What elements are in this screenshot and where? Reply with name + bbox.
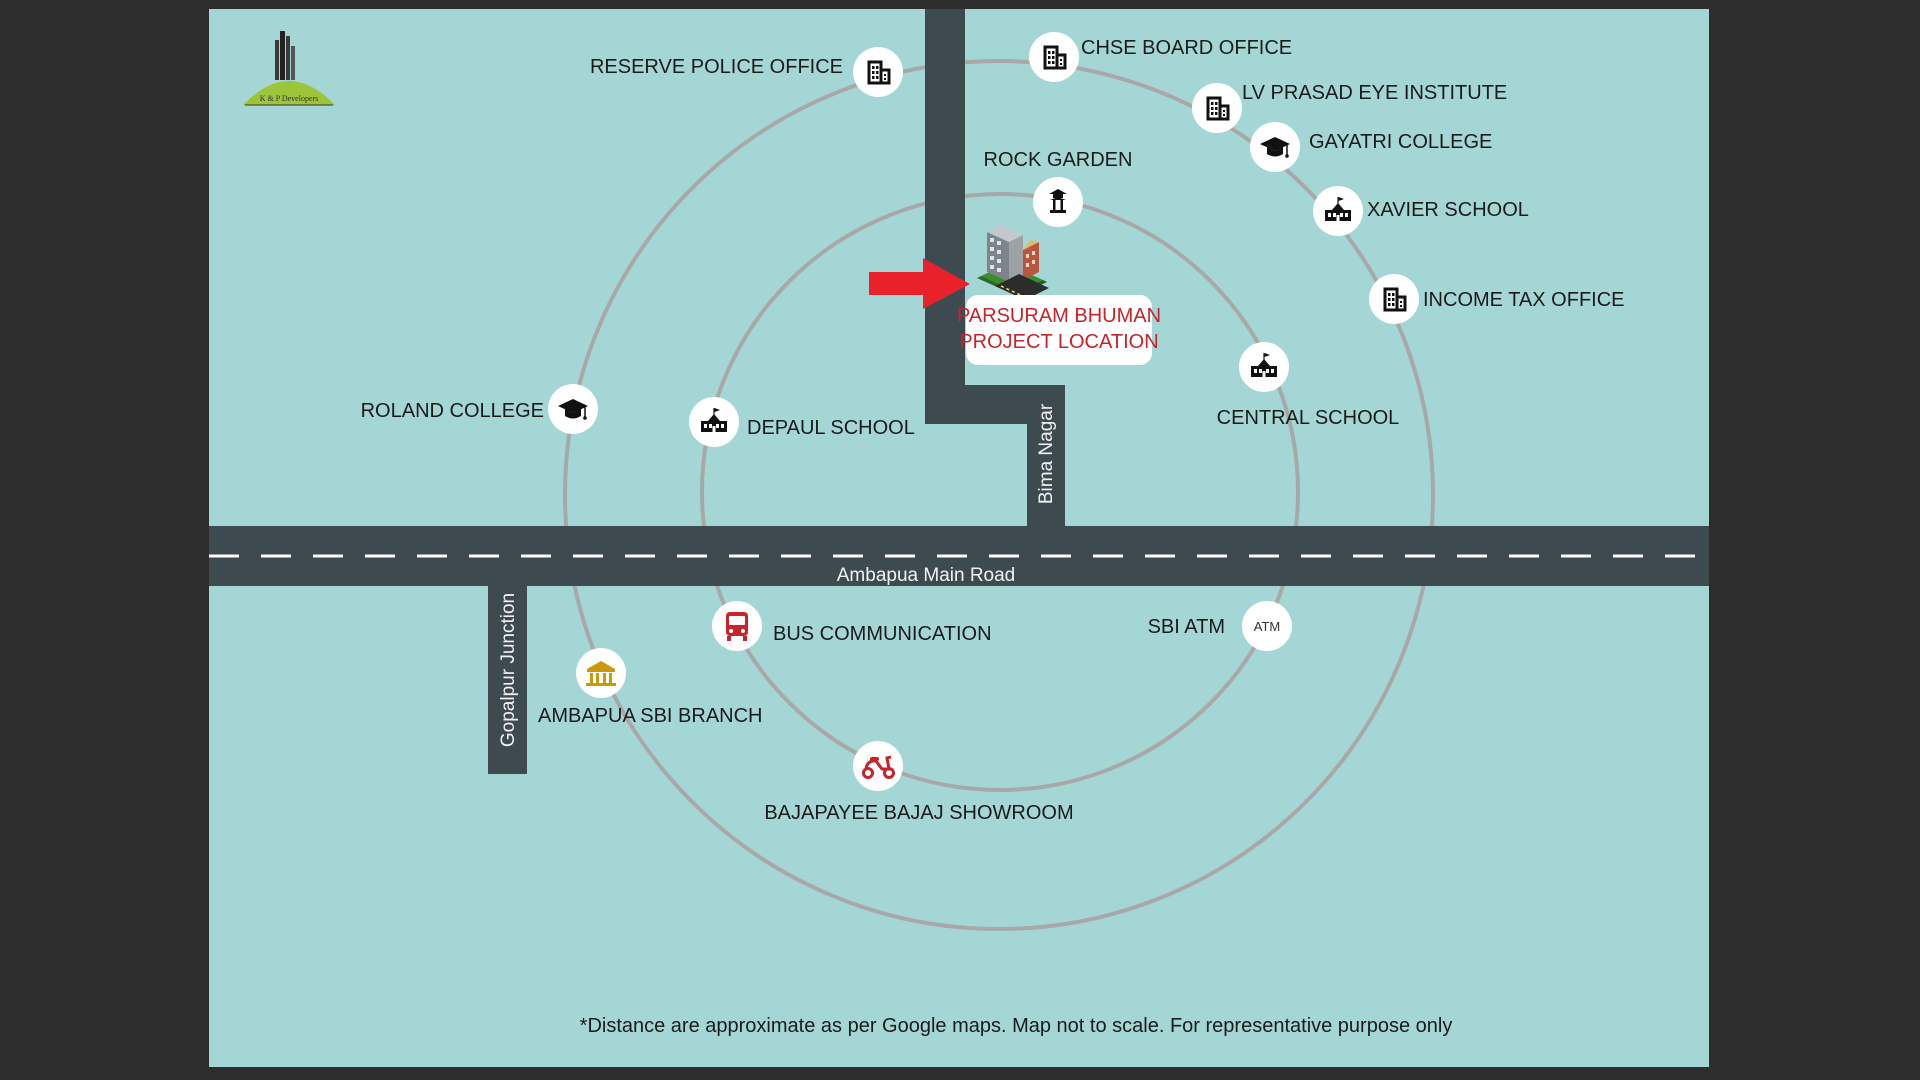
- landmark-label: DEPAUL SCHOOL: [747, 417, 915, 439]
- map-canvas: Ambapua Main Road Bima Nagar Gopalpur Ju…: [209, 9, 1709, 1037]
- location-map: Ambapua Main Road Bima Nagar Gopalpur Ju…: [209, 9, 1709, 1067]
- project-arrow-icon: [869, 258, 970, 309]
- landmark-central-school: CENTRAL SCHOOL: [1217, 342, 1400, 429]
- project-name-label: PARSURAM BHUMAN: [957, 305, 1161, 327]
- landmark-sbi-atm: ATM SBI ATM: [1148, 601, 1292, 651]
- landmark-label: CHSE BOARD OFFICE: [1081, 37, 1292, 59]
- landmark-label: RESERVE POLICE OFFICE: [590, 56, 843, 78]
- landmark-gayatri-college: GAYATRI COLLEGE: [1250, 122, 1492, 172]
- landmark-label: INCOME TAX OFFICE: [1423, 289, 1625, 311]
- landmark-depaul-school: DEPAUL SCHOOL: [689, 397, 915, 447]
- project-label-box: [966, 295, 1152, 365]
- landmark-label: AMBAPUA SBI BRANCH: [538, 705, 763, 727]
- landmark-reserve-police-office: RESERVE POLICE OFFICE: [590, 47, 903, 97]
- landmark-xavier-school: XAVIER SCHOOL: [1313, 186, 1529, 236]
- landmark-label: BUS COMMUNICATION: [773, 623, 992, 645]
- inner-radius-ring: [700, 192, 1300, 792]
- landmark-bus-communication: BUS COMMUNICATION: [712, 601, 992, 651]
- landmark-ambapua-sbi-branch: AMBAPUA SBI BRANCH: [538, 648, 763, 727]
- landmark-rock-garden: ROCK GARDEN: [984, 149, 1133, 227]
- bima-nagar-road-label: Bima Nagar: [1036, 403, 1057, 504]
- landmark-chse-board-office: CHSE BOARD OFFICE: [1029, 32, 1292, 82]
- atm-icon: ATM: [1254, 619, 1280, 634]
- project-location-marker: PARSURAM BHUMAN PROJECT LOCATION: [869, 224, 1161, 365]
- project-location-label: PROJECT LOCATION: [959, 331, 1158, 353]
- landmark-income-tax-office: INCOME TAX OFFICE: [1369, 274, 1625, 324]
- landmark-lv-prasad-eye-institute: LV PRASAD EYE INSTITUTE: [1192, 82, 1507, 133]
- company-logo: K & P Developers: [243, 31, 335, 106]
- landmark-roland-college: ROLAND COLLEGE: [361, 384, 598, 434]
- landmark-label: XAVIER SCHOOL: [1367, 199, 1529, 221]
- gopalpur-junction-road: [488, 586, 527, 774]
- ambapua-main-road-label: Ambapua Main Road: [837, 565, 1016, 586]
- outer-radius-ring: [563, 59, 1435, 931]
- gopalpur-junction-road-label: Gopalpur Junction: [498, 593, 519, 747]
- map-disclaimer: *Distance are approximate as per Google …: [580, 1015, 1453, 1037]
- company-logo-text: K & P Developers: [260, 94, 319, 103]
- landmark-label: CENTRAL SCHOOL: [1217, 407, 1400, 429]
- landmark-label: LV PRASAD EYE INSTITUTE: [1242, 82, 1507, 104]
- north-link-road: [925, 9, 1065, 526]
- landmark-bajapayee-bajaj-showroom: BAJAPAYEE BAJAJ SHOWROOM: [764, 741, 1074, 824]
- landmark-label: BAJAPAYEE BAJAJ SHOWROOM: [764, 802, 1073, 824]
- landmark-label: SBI ATM: [1148, 616, 1225, 638]
- landmark-label: ROLAND COLLEGE: [361, 400, 544, 422]
- building-icon: [976, 224, 1050, 301]
- landmark-label: ROCK GARDEN: [984, 149, 1133, 171]
- landmark-label: GAYATRI COLLEGE: [1309, 131, 1492, 153]
